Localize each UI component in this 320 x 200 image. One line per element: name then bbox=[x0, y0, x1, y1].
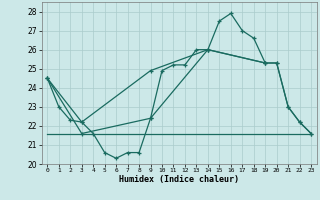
X-axis label: Humidex (Indice chaleur): Humidex (Indice chaleur) bbox=[119, 175, 239, 184]
